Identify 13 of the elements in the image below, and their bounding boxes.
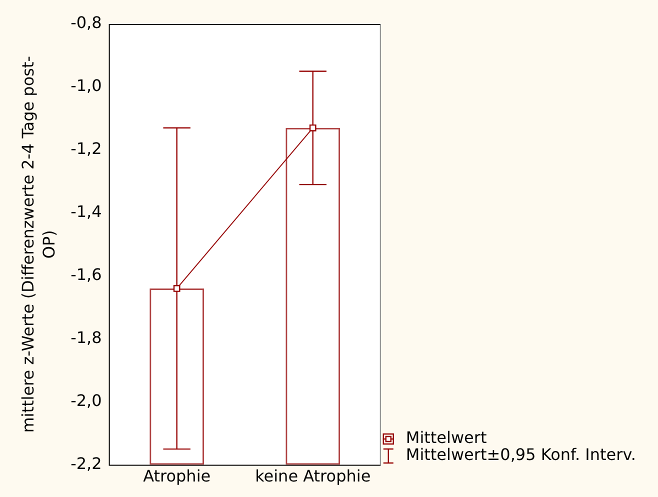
y-tick-label: -0,8 (70, 13, 102, 32)
y-tick-label: -1,4 (70, 202, 102, 222)
x-tick-label: Atrophie (143, 466, 211, 486)
x-tick-label: keine Atrophie (255, 466, 371, 486)
y-tick-label: -1,0 (70, 76, 102, 96)
y-tick-label: -1,6 (70, 265, 102, 284)
legend-label: Mittelwert±0,95 Konf. Interv. (406, 444, 636, 464)
y-axis-title: mittlere z-Werte (Differenzwerte 2-4 Tage post-OP) (18, 56, 58, 433)
y-tick-label: -2,2 (70, 454, 102, 473)
y-tick-label: -1,2 (70, 139, 102, 158)
y-tick-label: -2,0 (70, 390, 102, 410)
legend-label: Mittelwert (406, 428, 487, 447)
y-tick-label: -1,8 (70, 328, 102, 348)
